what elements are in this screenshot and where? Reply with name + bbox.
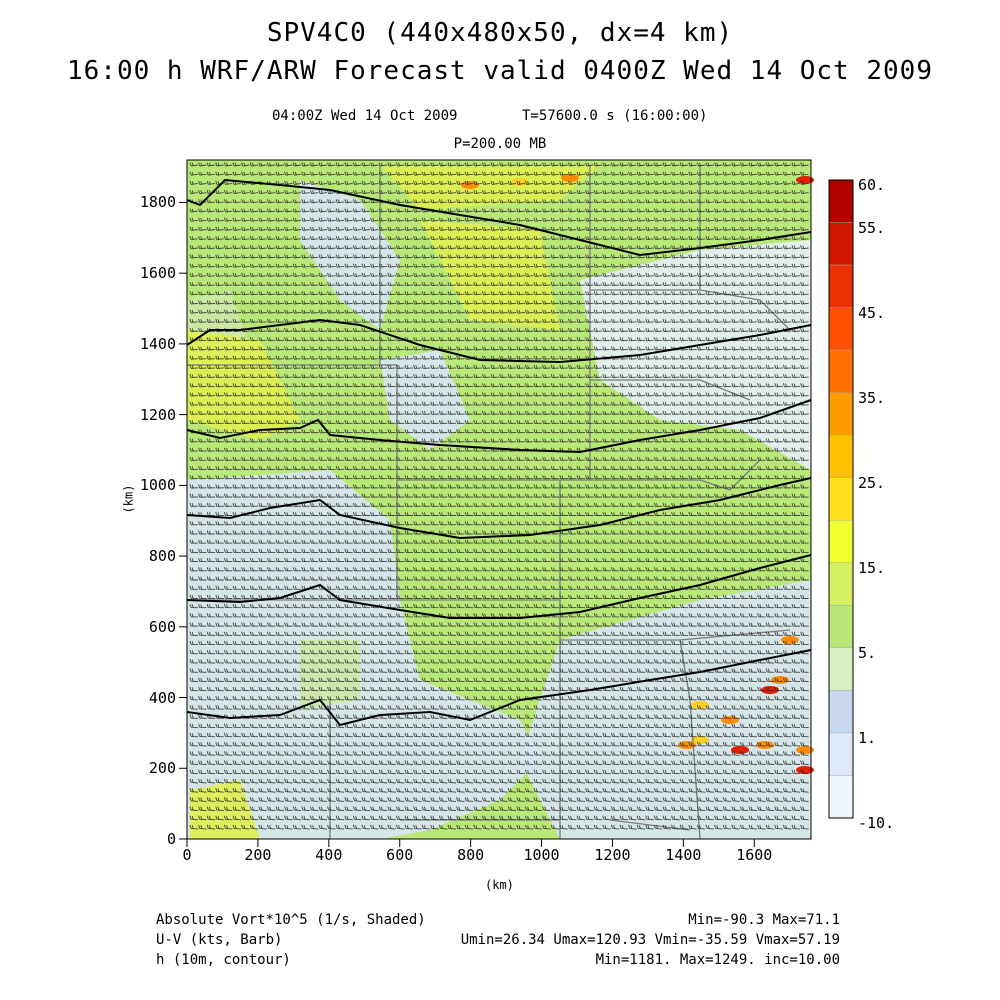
vorticity-region	[300, 640, 360, 710]
colorbar-segment	[828, 179, 854, 223]
vorticity-region	[380, 350, 470, 450]
vorticity-spot	[756, 741, 774, 749]
colorbar-label: 60.	[858, 176, 886, 194]
colorbar-segment	[828, 520, 854, 563]
vorticity-spot	[691, 701, 709, 709]
x-tick-label: 0	[182, 846, 192, 864]
state-border	[187, 364, 398, 601]
colorbar-label: 35.	[858, 388, 886, 407]
height-contour	[186, 554, 812, 619]
vorticity-spot	[796, 766, 814, 774]
colorbar-segment	[828, 562, 854, 606]
footer-shading-stats: Min=-90.3 Max=71.1	[688, 912, 840, 928]
height-contours	[186, 178, 812, 727]
colorbar-segment	[828, 732, 854, 776]
height-contour	[186, 318, 812, 364]
colorbar-label: 5.	[858, 643, 877, 662]
colorbar-segment	[828, 647, 854, 691]
vorticity-region	[380, 165, 600, 210]
state-borders	[187, 165, 791, 840]
colorbar-segment	[828, 435, 854, 478]
height-contour	[186, 477, 812, 540]
x-tick-label: 1400	[665, 846, 702, 864]
chart-title: SPV4C0 (440x480x50, dx=4 km)	[266, 18, 734, 48]
colorbar-segment	[828, 264, 854, 308]
y-tick-label: 800	[148, 547, 176, 566]
state-border	[609, 819, 691, 831]
y-tick-label: 1400	[139, 334, 176, 353]
colorbar-label: 45.	[858, 303, 886, 322]
y-tick-label: 1600	[139, 264, 176, 283]
x-tick-label: 600	[386, 846, 414, 864]
y-axis-label: (km)	[121, 484, 136, 514]
vorticity-spot	[691, 736, 709, 744]
height-contour	[186, 649, 812, 727]
x-tick-label: 800	[457, 846, 485, 864]
vorticity-region	[580, 240, 811, 470]
footer-contour-stats: Min=1181. Max=1249. inc=10.00	[595, 952, 840, 968]
footer-contour-label: h (10m, contour)	[156, 952, 291, 968]
vorticity-region	[187, 470, 540, 839]
colorbar-segment	[828, 222, 854, 266]
chart-subtitle: 16:00 h WRF/ARW Forecast valid 0400Z Wed…	[67, 56, 933, 86]
footer-barb-stats: Umin=26.34 Umax=120.93 Vmin=-35.59 Vmax=…	[460, 932, 840, 948]
height-contour	[186, 399, 812, 454]
state-border	[590, 379, 751, 401]
vorticity-spot	[731, 746, 749, 754]
vorticity-region	[187, 330, 300, 440]
colorbar-segment	[828, 775, 854, 819]
x-axis-label: (km)	[485, 878, 514, 892]
vorticity-spot	[511, 178, 529, 186]
colorbar-segment	[828, 349, 854, 393]
vorticity-region	[300, 180, 400, 330]
footer-shading-label: Absolute Vort*10^5 (1/s, Shaded)	[156, 912, 426, 928]
y-tick-label: 400	[148, 688, 176, 707]
y-tick-label: 200	[148, 759, 176, 778]
colorbar	[828, 179, 854, 819]
colorbar-segment	[828, 392, 854, 436]
y-tick-label: 1200	[139, 405, 176, 424]
colorbar-label: 25.	[858, 473, 886, 492]
colorbar-label: -10.	[858, 814, 895, 832]
valid-time: 04:00Z Wed 14 Oct 2009	[272, 108, 458, 124]
colorbar-segment	[828, 690, 854, 734]
model-time: T=57600.0 s (16:00:00)	[522, 108, 708, 124]
pressure-level: P=200.00 MB	[453, 136, 547, 152]
colorbar-segment	[828, 307, 854, 351]
x-tick-label: 200	[244, 846, 272, 864]
colorbar-label: 55.	[858, 218, 886, 237]
state-border	[699, 459, 761, 491]
x-tick-label: 1600	[736, 846, 773, 864]
vorticity-spot	[771, 676, 789, 684]
y-tick-label: 1000	[139, 476, 176, 495]
vorticity-spot	[561, 174, 579, 182]
vorticity-region	[420, 220, 560, 330]
colorbar-label: 15.	[858, 558, 886, 577]
state-border	[560, 639, 701, 840]
x-tick-label: 1000	[523, 846, 560, 864]
plot-frame	[186, 159, 812, 840]
colorbar-segment	[828, 477, 854, 521]
x-tick-label: 400	[315, 846, 343, 864]
footer-barb-label: U-V (kts, Barb)	[156, 932, 283, 948]
vorticity-spot	[761, 686, 779, 694]
state-border	[699, 289, 791, 331]
colorbar-segment	[828, 605, 854, 649]
y-tick-label: 0	[166, 830, 176, 848]
colorbar-label: 1.	[858, 728, 877, 747]
axis-ticks	[179, 201, 755, 847]
x-tick-label: 1200	[594, 846, 631, 864]
y-tick-label: 1800	[139, 193, 176, 212]
colorbar-frame	[828, 179, 854, 819]
height-contour	[186, 178, 812, 257]
y-tick-label: 600	[148, 617, 176, 636]
